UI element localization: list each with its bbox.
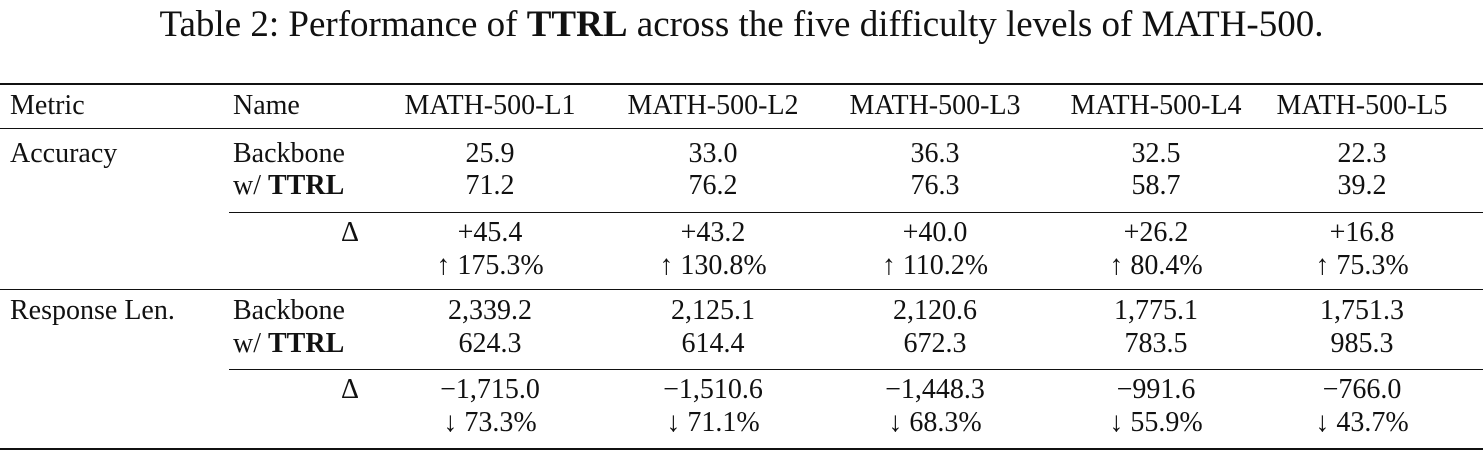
accuracy-delta-l5: +16.8 xyxy=(1329,217,1395,248)
header-name: Name xyxy=(233,90,300,121)
length-ttrl-l3: 672.3 xyxy=(903,328,967,359)
header-l2: MATH-500-L2 xyxy=(627,90,799,121)
header-l1: MATH-500-L1 xyxy=(404,90,576,121)
table-caption: Table 2: Performance of TTRL across the … xyxy=(0,2,1483,48)
length-delta-l3: −1,448.3 xyxy=(885,374,985,405)
length-backbone-l3: 2,120.6 xyxy=(893,295,977,326)
length-backbone-label: Backbone xyxy=(233,295,345,326)
accuracy-pct-l2: ↑ 130.8% xyxy=(659,250,767,281)
length-ttrl-l2: 614.4 xyxy=(681,328,745,359)
ttrl-prefix: w/ xyxy=(233,328,268,359)
section-rule xyxy=(0,289,1483,290)
header-rule xyxy=(0,128,1483,129)
length-pct-l4: ↓ 55.9% xyxy=(1109,407,1203,438)
length-delta-l4: −991.6 xyxy=(1116,374,1196,405)
length-backbone-l4: 1,775.1 xyxy=(1114,295,1198,326)
caption-bold-ttrl: TTRL xyxy=(526,4,628,45)
length-ttrl-l4: 783.5 xyxy=(1124,328,1188,359)
metric-accuracy: Accuracy xyxy=(10,138,118,169)
accuracy-pct-l4: ↑ 80.4% xyxy=(1109,250,1203,281)
caption-suffix: across the five difficulty levels of MAT… xyxy=(627,4,1324,45)
length-delta-l2: −1,510.6 xyxy=(663,374,763,405)
accuracy-ttrl-label: w/ TTRL xyxy=(233,170,344,202)
accuracy-ttrl-l3: 76.3 xyxy=(910,170,960,201)
accuracy-ttrl-l2: 76.2 xyxy=(688,170,738,201)
accuracy-ttrl-l4: 58.7 xyxy=(1131,170,1181,201)
accuracy-pct-l1: ↑ 175.3% xyxy=(436,250,544,281)
length-delta-symbol: Δ xyxy=(340,374,359,405)
length-pct-l5: ↓ 43.7% xyxy=(1315,407,1409,438)
length-delta-l5: −766.0 xyxy=(1322,374,1402,405)
accuracy-backbone-l5: 22.3 xyxy=(1337,138,1387,169)
length-ttrl-l1: 624.3 xyxy=(458,328,522,359)
header-metric: Metric xyxy=(10,90,85,121)
accuracy-backbone-l4: 32.5 xyxy=(1131,138,1181,169)
accuracy-delta-l3: +40.0 xyxy=(902,217,968,248)
accuracy-backbone-l1: 25.9 xyxy=(465,138,515,169)
length-backbone-l2: 2,125.1 xyxy=(671,295,755,326)
ttrl-bold: TTRL xyxy=(268,170,345,201)
header-l3: MATH-500-L3 xyxy=(849,90,1021,121)
accuracy-backbone-l3: 36.3 xyxy=(910,138,960,169)
length-backbone-l5: 1,751.3 xyxy=(1320,295,1404,326)
ttrl-bold: TTRL xyxy=(268,328,345,359)
length-ttrl-label: w/ TTRL xyxy=(233,328,344,360)
accuracy-pct-l5: ↑ 75.3% xyxy=(1315,250,1409,281)
header-l4: MATH-500-L4 xyxy=(1070,90,1242,121)
length-delta-l1: −1,715.0 xyxy=(440,374,540,405)
accuracy-delta-rule xyxy=(229,212,1483,213)
accuracy-delta-l4: +26.2 xyxy=(1123,217,1189,248)
accuracy-delta-l2: +43.2 xyxy=(680,217,746,248)
length-pct-l1: ↓ 73.3% xyxy=(443,407,537,438)
header-l5: MATH-500-L5 xyxy=(1276,90,1448,121)
accuracy-delta-l1: +45.4 xyxy=(457,217,523,248)
accuracy-pct-l3: ↑ 110.2% xyxy=(881,250,989,281)
caption-prefix: Table 2: Performance of xyxy=(159,4,527,45)
ttrl-prefix: w/ xyxy=(233,170,268,201)
accuracy-ttrl-l5: 39.2 xyxy=(1337,170,1387,201)
accuracy-ttrl-l1: 71.2 xyxy=(465,170,515,201)
length-pct-l3: ↓ 68.3% xyxy=(888,407,982,438)
length-ttrl-l5: 985.3 xyxy=(1330,328,1394,359)
metric-response-length: Response Len. xyxy=(10,295,175,326)
top-rule xyxy=(0,83,1483,85)
length-delta-rule xyxy=(229,369,1483,370)
accuracy-backbone-label: Backbone xyxy=(233,138,345,169)
length-backbone-l1: 2,339.2 xyxy=(448,295,532,326)
length-pct-l2: ↓ 71.1% xyxy=(666,407,760,438)
bottom-rule xyxy=(0,448,1483,450)
accuracy-delta-symbol: Δ xyxy=(340,217,359,248)
accuracy-backbone-l2: 33.0 xyxy=(688,138,738,169)
